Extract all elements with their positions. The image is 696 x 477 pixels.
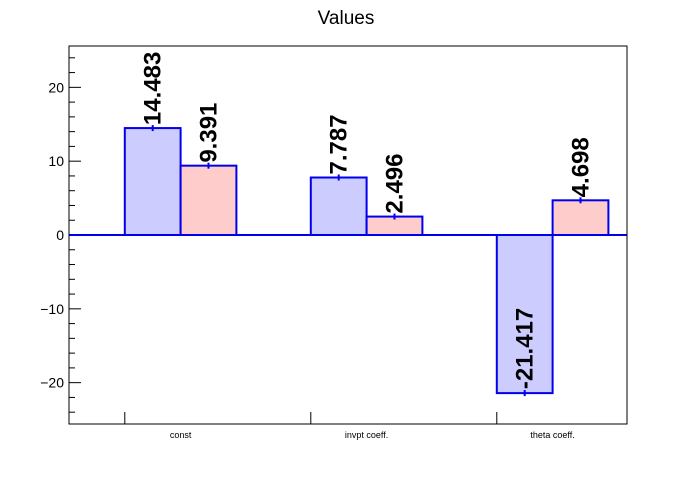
chart-title: Values: [318, 8, 375, 29]
bar: [551, 199, 610, 237]
data-label: 9.391: [196, 103, 223, 163]
bar: [309, 176, 368, 236]
y-tick-label: −20: [40, 375, 64, 391]
plot-area: −20 −10 0 10 20 14.483 7.787 -21.417 9.391 2.496 4…: [40, 45, 628, 440]
data-label: -21.417: [512, 308, 539, 389]
y-tick-label: 0: [56, 227, 64, 243]
y-tick-label: 20: [48, 79, 64, 95]
y-tick-label: 10: [48, 153, 64, 169]
x-category-label: const: [170, 430, 192, 440]
y-tick-label: −10: [40, 301, 64, 317]
data-label: 7.787: [326, 114, 353, 174]
bar: [179, 164, 238, 237]
bar: [495, 234, 554, 395]
plot-frame: [68, 45, 628, 425]
data-label: 2.496: [382, 154, 409, 214]
bar: [123, 127, 182, 236]
data-label: 4.698: [568, 137, 595, 197]
x-category-label: invpt coeff.: [345, 430, 388, 440]
x-category-label: theta coeff.: [530, 430, 574, 440]
data-label: 14.483: [140, 52, 167, 125]
